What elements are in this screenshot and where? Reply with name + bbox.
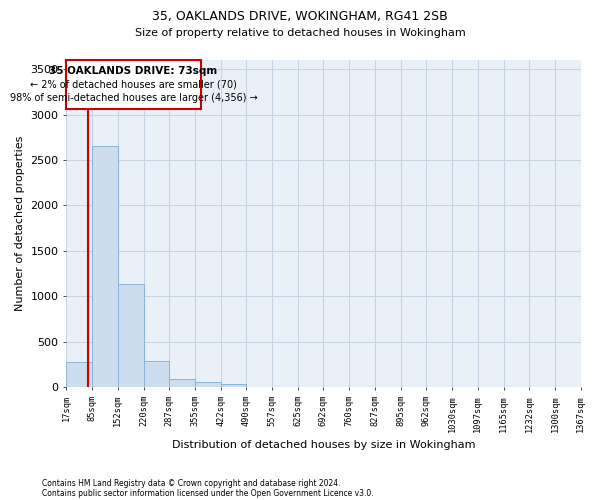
Y-axis label: Number of detached properties: Number of detached properties	[15, 136, 25, 312]
X-axis label: Distribution of detached houses by size in Wokingham: Distribution of detached houses by size …	[172, 440, 475, 450]
Bar	[118, 284, 143, 388]
Bar	[92, 146, 118, 388]
Text: Contains HM Land Registry data © Crown copyright and database right 2024.: Contains HM Land Registry data © Crown c…	[42, 478, 341, 488]
Text: 35 OAKLANDS DRIVE: 73sqm: 35 OAKLANDS DRIVE: 73sqm	[49, 66, 218, 76]
Text: Contains public sector information licensed under the Open Government Licence v3: Contains public sector information licen…	[42, 488, 374, 498]
Bar	[169, 378, 195, 388]
Bar	[67, 362, 92, 388]
Text: 98% of semi-detached houses are larger (4,356) →: 98% of semi-detached houses are larger (…	[10, 94, 257, 104]
FancyBboxPatch shape	[67, 60, 201, 109]
Bar	[221, 384, 247, 388]
Text: ← 2% of detached houses are smaller (70): ← 2% of detached houses are smaller (70)	[30, 80, 237, 90]
Bar	[195, 382, 221, 388]
Text: 35, OAKLANDS DRIVE, WOKINGHAM, RG41 2SB: 35, OAKLANDS DRIVE, WOKINGHAM, RG41 2SB	[152, 10, 448, 23]
Text: Size of property relative to detached houses in Wokingham: Size of property relative to detached ho…	[134, 28, 466, 38]
Bar	[143, 362, 169, 388]
